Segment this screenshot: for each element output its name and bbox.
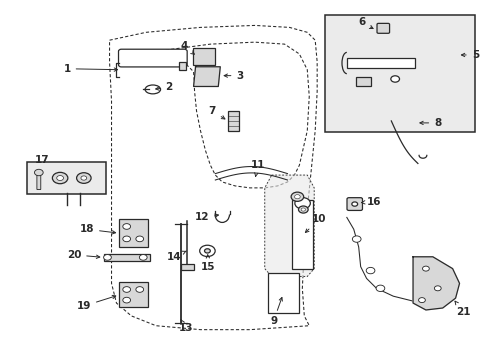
Circle shape [81,176,86,180]
Circle shape [122,297,130,303]
Circle shape [199,245,215,257]
Circle shape [57,176,63,180]
Text: 18: 18 [80,224,115,234]
Bar [181,264,194,270]
Circle shape [301,208,305,211]
Bar [325,15,474,131]
Circle shape [375,285,384,292]
Text: 3: 3 [224,71,243,81]
Text: 10: 10 [305,215,325,233]
Text: 11: 11 [250,160,264,176]
Text: 19: 19 [77,295,116,311]
Circle shape [122,236,130,242]
Bar [119,219,148,247]
Circle shape [290,192,303,201]
Text: 15: 15 [201,255,215,272]
Circle shape [294,195,300,199]
Circle shape [352,236,360,242]
Circle shape [433,286,440,291]
Bar [179,62,185,69]
Bar [267,273,299,313]
Circle shape [422,266,428,271]
FancyBboxPatch shape [346,198,362,211]
Circle shape [390,76,399,82]
Circle shape [122,224,130,229]
Text: 6: 6 [357,18,372,28]
Circle shape [77,173,91,183]
Bar [292,200,312,269]
Circle shape [294,198,310,209]
Bar [192,48,214,65]
FancyBboxPatch shape [118,49,187,67]
Circle shape [298,206,307,213]
Circle shape [35,169,43,176]
Bar [346,58,414,68]
Bar [356,77,370,86]
Text: 1: 1 [63,64,117,74]
Circle shape [366,267,374,274]
Text: 5: 5 [461,50,478,60]
Circle shape [136,287,143,292]
Circle shape [204,249,210,253]
FancyBboxPatch shape [376,23,389,33]
Text: 2: 2 [155,82,172,93]
Text: 14: 14 [166,251,186,262]
Bar [119,282,148,307]
Bar [103,254,149,261]
Text: 17: 17 [35,155,50,165]
Bar [26,162,106,194]
Circle shape [418,298,425,303]
Text: 7: 7 [208,106,224,119]
Text: 12: 12 [195,212,218,222]
Circle shape [351,202,357,206]
Polygon shape [193,67,220,86]
Text: 20: 20 [66,250,100,260]
Text: 8: 8 [419,118,441,128]
Text: 4: 4 [180,41,194,54]
Text: 13: 13 [178,320,193,333]
Text: 21: 21 [454,301,470,317]
FancyBboxPatch shape [37,173,41,189]
Text: 9: 9 [269,297,282,326]
Circle shape [139,255,147,260]
Circle shape [52,172,68,184]
Circle shape [122,287,130,292]
Circle shape [103,255,111,260]
Bar [228,111,238,131]
Ellipse shape [145,85,160,94]
Text: 16: 16 [361,197,381,207]
Circle shape [136,236,143,242]
Polygon shape [412,257,459,310]
Polygon shape [264,175,314,276]
